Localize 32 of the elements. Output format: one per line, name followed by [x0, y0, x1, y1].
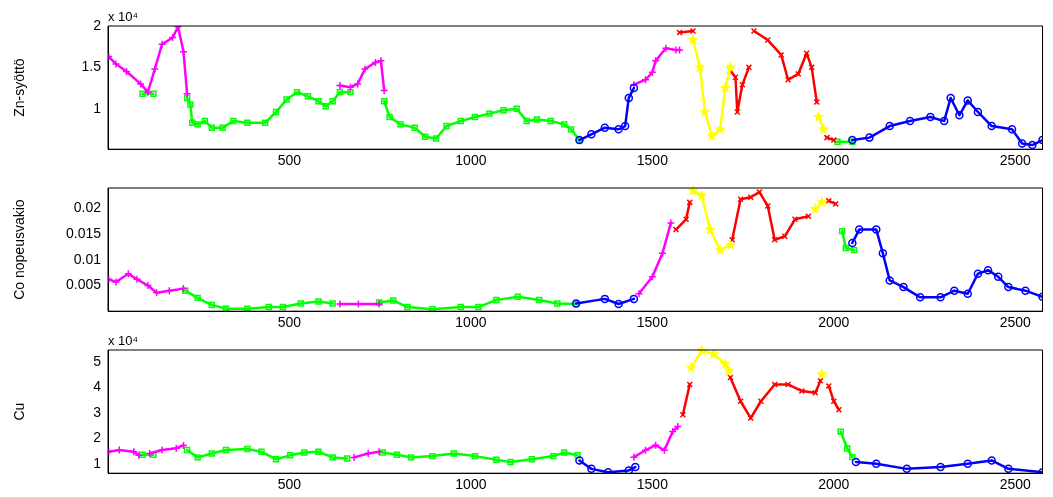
x-tick-label: 1500 [636, 152, 669, 169]
x-tick-label: 2000 [818, 314, 850, 331]
y-tick-label: 0.01 [73, 250, 102, 267]
x-tick-label: 1000 [455, 152, 487, 169]
x-tick-label: 500 [277, 152, 302, 169]
x-tick-label: 2500 [999, 314, 1032, 331]
y-tick-label: 1 [93, 99, 102, 116]
y-tick-label: 3 [93, 403, 102, 420]
x-tick-label: 500 [277, 476, 302, 493]
x-tick-label: 500 [277, 314, 302, 331]
x-tick-label: 2500 [999, 152, 1032, 169]
y-axis-title: Zn-syöttö [11, 58, 28, 117]
y-tick-label: 2 [93, 16, 102, 33]
y-tick-label: 1.5 [81, 58, 102, 75]
y-tick-label: 1 [93, 454, 102, 471]
y-axis-title: Co nopeusvakio [11, 199, 28, 300]
x-tick-label: 1000 [455, 476, 487, 493]
x-tick-label: 1500 [636, 476, 669, 493]
y-axis-title: Cu [11, 402, 28, 421]
y-tick-label: 2 [93, 429, 102, 446]
y-tick-label: 4 [93, 378, 102, 395]
text: x 10⁴ [108, 333, 139, 349]
x-tick-label: 1500 [636, 314, 669, 331]
x-tick-label: 2500 [999, 476, 1032, 493]
x-tick-label: 2000 [818, 152, 850, 169]
text: x 10⁴ [108, 9, 139, 25]
y-tick-label: 5 [93, 352, 102, 369]
y-tick-label: 0.02 [73, 199, 102, 216]
y-tick-label: 0.015 [65, 225, 102, 242]
y-tick-label: 0.005 [65, 276, 102, 293]
x-tick-label: 1000 [455, 314, 487, 331]
x-tick-label: 2000 [818, 476, 850, 493]
